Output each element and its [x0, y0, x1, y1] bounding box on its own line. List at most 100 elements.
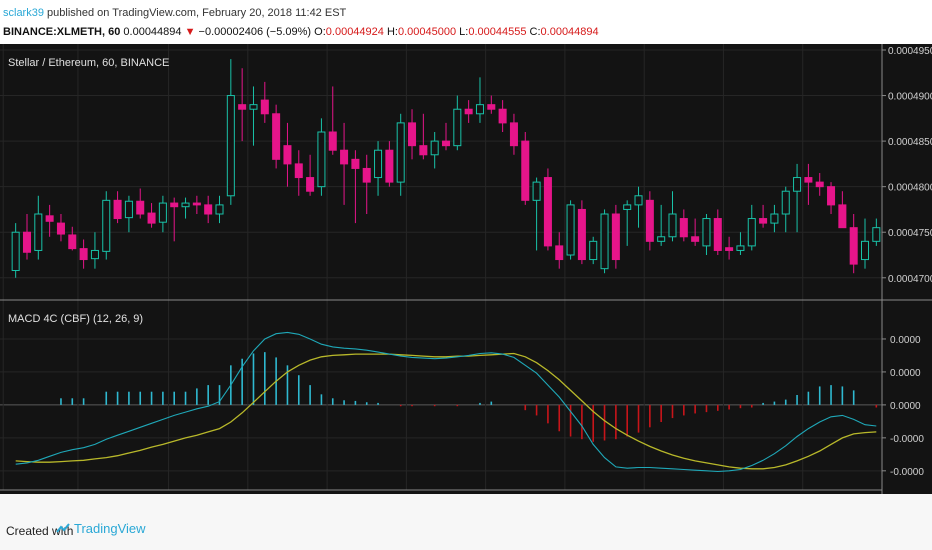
candle-body — [215, 204, 224, 215]
candle-body — [441, 140, 451, 147]
price-tick-label: 0.00049500 — [888, 46, 932, 57]
candle-body — [340, 149, 349, 165]
high-value: 0.00045000 — [397, 26, 457, 38]
candle-body — [317, 131, 326, 188]
candle-body — [90, 249, 99, 260]
macd-histogram-bar — [196, 388, 198, 405]
macd-histogram-bar — [377, 402, 379, 405]
macd-histogram-bar — [841, 386, 844, 405]
candle-body — [68, 234, 77, 250]
candle-body — [272, 113, 281, 160]
price-macd-chart[interactable]: 0.00049500 0.00049000 0.00048500 0.00048000… — [0, 44, 932, 509]
candle-body — [702, 218, 711, 247]
candle-body — [577, 208, 586, 261]
macd-histogram-bar — [694, 404, 696, 414]
candle-body — [849, 227, 858, 265]
macd-histogram-bar — [331, 398, 334, 405]
macd-histogram-bar — [411, 404, 413, 407]
candle-body — [362, 167, 371, 183]
macd-histogram-bar — [739, 404, 742, 409]
tradingview-brand[interactable]: TradingView — [56, 521, 146, 536]
publish-line: sclark39 published on TradingView.com, F… — [3, 7, 346, 19]
macd-histogram-bar — [116, 391, 119, 405]
macd-histogram-bar — [773, 401, 776, 405]
candle-body — [555, 245, 564, 261]
price-tick-label: 0.00048500 — [888, 137, 932, 148]
candle-body — [657, 236, 666, 242]
macd-histogram-bar — [162, 391, 164, 405]
macd-tick-label: -0.0000 — [890, 434, 924, 445]
candle-body — [34, 213, 43, 251]
macd-histogram-bar — [558, 404, 561, 432]
signal-line — [15, 352, 877, 470]
candle-body — [56, 222, 65, 235]
candle-body — [589, 240, 598, 261]
candle-body — [419, 145, 428, 156]
candle-body — [113, 199, 122, 220]
macd-histogram-bar — [818, 386, 821, 405]
close-label: C: — [529, 26, 541, 38]
candle-body — [611, 213, 620, 261]
macd-histogram-bar — [286, 365, 289, 405]
candle-body — [45, 215, 54, 222]
macd-histogram-bar — [297, 375, 300, 405]
macd-histogram-bar — [218, 385, 221, 405]
macd-histogram-bar — [309, 385, 311, 405]
candle-body — [249, 104, 258, 110]
candle-body — [498, 108, 507, 124]
candle-body — [385, 149, 394, 183]
macd-histogram-bar — [649, 404, 651, 428]
candle-body — [770, 213, 779, 224]
candle-body — [759, 218, 768, 224]
candle-body — [192, 202, 201, 206]
macd-histogram-bar — [796, 395, 798, 405]
author-link[interactable]: sclark39 — [3, 7, 44, 19]
candle-body — [793, 177, 802, 192]
chart-header: sclark39 published on TradingView.com, F… — [0, 0, 932, 44]
price-tick-label: 0.00049000 — [888, 92, 932, 103]
created-with-label: Created with — [6, 524, 74, 538]
last-price: 0.00044894 — [123, 26, 182, 38]
candle-body — [226, 95, 235, 197]
candle-body — [328, 131, 337, 151]
candle-body — [691, 236, 700, 242]
macd-histogram-bar — [547, 404, 549, 424]
candle-body — [453, 108, 462, 147]
candle-body — [815, 181, 824, 188]
macd-histogram-bar — [479, 402, 481, 405]
macd-histogram-bar — [728, 404, 730, 410]
macd-histogram-bar — [207, 385, 209, 405]
candles — [11, 59, 881, 278]
low-value: 0.00044555 — [468, 26, 527, 38]
macd-histogram-bar — [750, 404, 753, 408]
candle-body — [838, 204, 847, 229]
macd-histogram-bar — [581, 404, 583, 440]
open-value: 0.00044924 — [325, 26, 384, 38]
macd-pane-title: MACD 4C (CBF) (12, 26, 9) — [8, 313, 143, 325]
candle-body — [283, 145, 292, 165]
candle-body — [623, 204, 632, 210]
macd-histogram-bar — [683, 404, 685, 416]
candle-body — [464, 108, 473, 115]
macd-histogram-bar — [875, 404, 878, 408]
candle-body — [872, 227, 881, 242]
macd-tick-label: 0.0000 — [890, 401, 921, 412]
down-arrow-icon: ▼ — [184, 26, 196, 38]
macd-histogram-bar — [399, 404, 402, 407]
macd-histogram-bar — [784, 399, 787, 405]
chart-area[interactable]: 0.00049500 0.00049000 0.00048500 0.00048000… — [0, 44, 932, 509]
macd-histogram-bar — [139, 391, 142, 405]
macd-histogram-bar — [762, 402, 764, 405]
symbol: BINANCE:XLMETH, 60 — [3, 26, 121, 38]
candle-body — [509, 122, 518, 147]
macd-histogram-bar — [365, 402, 368, 405]
candle-body — [634, 195, 643, 206]
macd-histogram-bar — [830, 385, 832, 405]
macd-histogram-bar — [660, 404, 662, 423]
candle-body — [543, 177, 552, 247]
candle-body — [487, 104, 496, 110]
candle-body — [521, 140, 530, 201]
price-tick-label: 0.00047500 — [888, 228, 932, 239]
macd-histogram-bar — [615, 404, 617, 440]
candle-body — [747, 218, 756, 247]
